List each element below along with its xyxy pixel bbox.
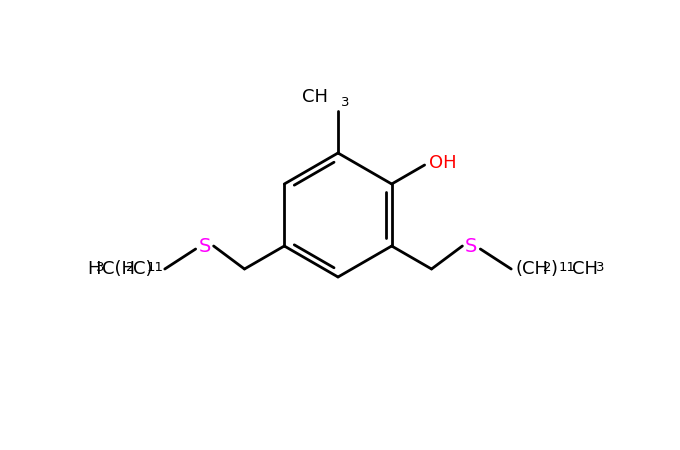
Text: 3: 3 [96,261,104,274]
Text: (CH: (CH [515,260,548,278]
Text: S: S [465,237,477,256]
Text: 11: 11 [147,261,164,274]
Text: 3: 3 [596,261,605,274]
Text: CH: CH [572,260,598,278]
Text: ): ) [550,260,557,278]
Text: H: H [87,260,100,278]
Text: S: S [199,237,211,256]
Text: 2: 2 [126,261,134,274]
Text: C): C) [133,260,152,278]
Text: 2: 2 [543,261,551,274]
Text: 3: 3 [341,96,350,109]
Text: CH: CH [302,88,328,106]
Text: 11: 11 [558,261,575,274]
Text: OH: OH [428,154,456,172]
Text: C(H: C(H [102,260,135,278]
